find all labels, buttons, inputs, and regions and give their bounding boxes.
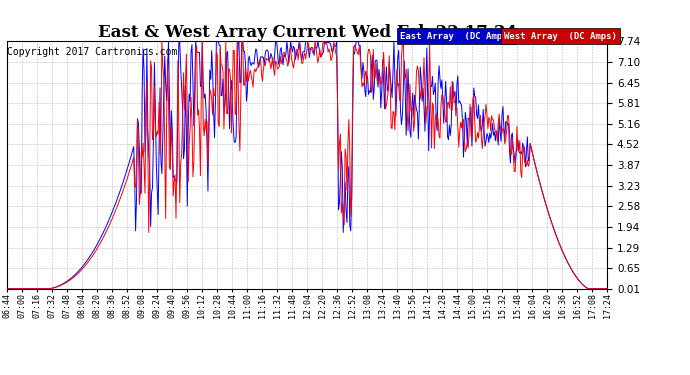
Title: East & West Array Current Wed Feb 22 17:34: East & West Array Current Wed Feb 22 17:… xyxy=(97,24,517,41)
Text: East Array  (DC Amps): East Array (DC Amps) xyxy=(400,32,513,41)
Text: Copyright 2017 Cartronics.com: Copyright 2017 Cartronics.com xyxy=(7,47,177,57)
Text: West Array  (DC Amps): West Array (DC Amps) xyxy=(504,32,617,41)
